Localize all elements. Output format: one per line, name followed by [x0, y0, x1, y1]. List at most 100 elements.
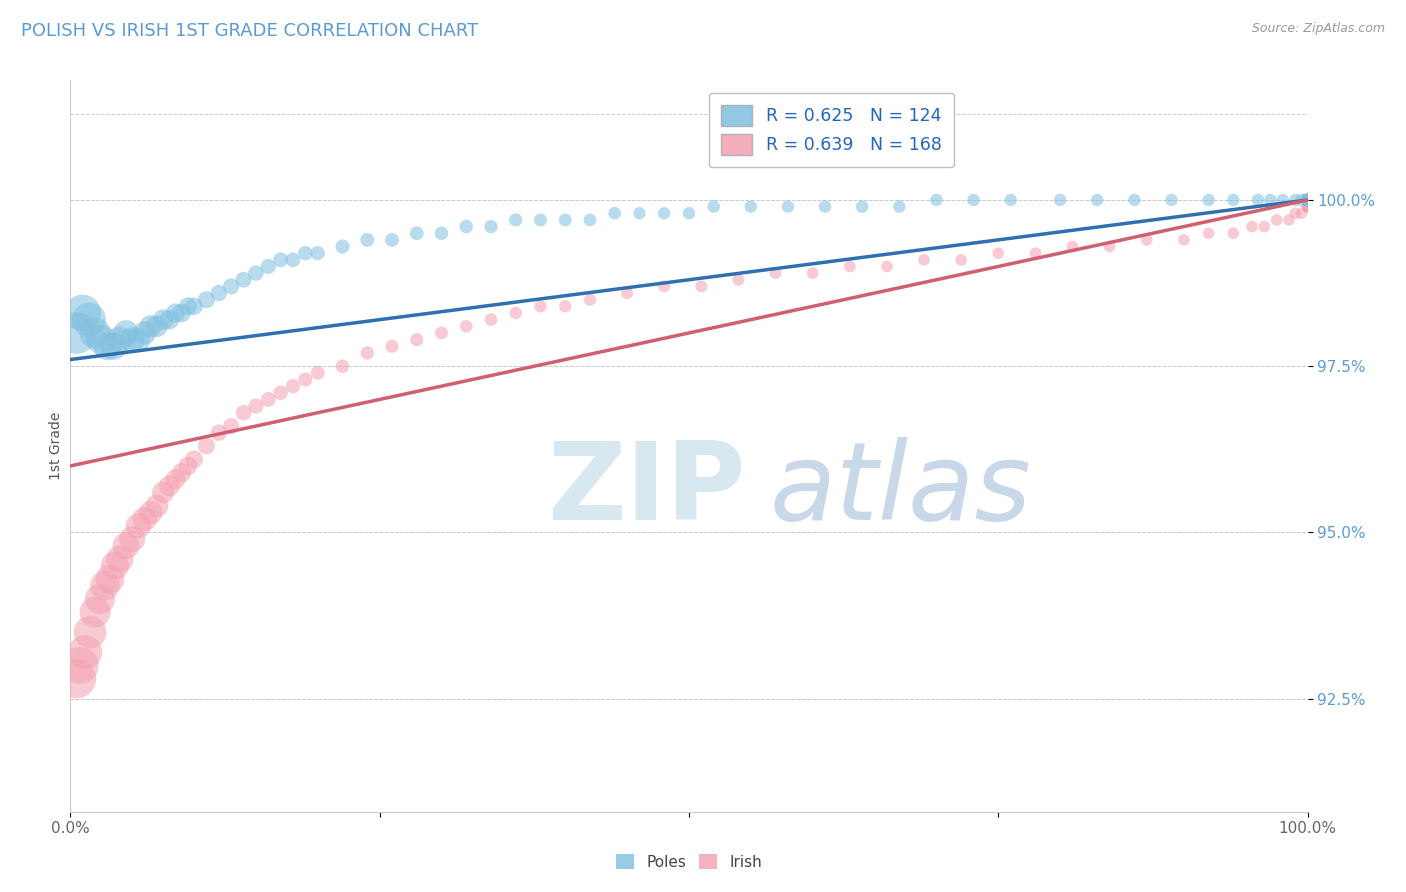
Point — [245, 399, 267, 413]
Point — [616, 286, 638, 301]
Point — [430, 326, 453, 340]
Point — [1296, 193, 1319, 207]
Point — [1296, 193, 1319, 207]
Point — [1296, 193, 1319, 207]
Point — [1296, 200, 1319, 214]
Point — [1296, 193, 1319, 207]
Point — [1296, 193, 1319, 207]
Point — [72, 306, 94, 320]
Point — [139, 319, 162, 334]
Point — [134, 326, 156, 340]
Point — [1296, 193, 1319, 207]
Point — [838, 260, 860, 274]
Point — [75, 645, 97, 659]
Point — [1296, 193, 1319, 207]
Point — [1296, 193, 1319, 207]
Point — [103, 339, 125, 353]
Point — [876, 260, 898, 274]
Point — [1062, 239, 1084, 253]
Point — [1296, 193, 1319, 207]
Point — [1296, 193, 1319, 207]
Point — [505, 213, 527, 227]
Point — [1296, 193, 1319, 207]
Point — [170, 466, 193, 480]
Point — [554, 213, 576, 227]
Point — [1296, 193, 1319, 207]
Point — [1296, 193, 1319, 207]
Point — [1296, 193, 1319, 207]
Point — [1296, 193, 1319, 207]
Y-axis label: 1st Grade: 1st Grade — [49, 412, 63, 480]
Point — [1296, 193, 1319, 207]
Point — [1296, 200, 1319, 214]
Point — [1024, 246, 1046, 260]
Point — [1296, 193, 1319, 207]
Point — [177, 299, 200, 313]
Point — [1296, 193, 1319, 207]
Point — [134, 512, 156, 526]
Point — [94, 579, 117, 593]
Point — [1296, 193, 1319, 207]
Point — [108, 333, 131, 347]
Point — [1296, 193, 1319, 207]
Point — [1296, 193, 1319, 207]
Point — [1296, 193, 1319, 207]
Point — [332, 359, 354, 374]
Point — [1296, 193, 1319, 207]
Point — [1296, 193, 1319, 207]
Point — [1296, 193, 1319, 207]
Point — [1296, 193, 1319, 207]
Point — [208, 425, 231, 440]
Point — [219, 279, 242, 293]
Point — [1296, 193, 1319, 207]
Point — [1296, 193, 1319, 207]
Point — [381, 339, 404, 353]
Point — [1296, 193, 1319, 207]
Point — [1296, 193, 1319, 207]
Point — [1296, 193, 1319, 207]
Point — [889, 200, 911, 214]
Point — [1296, 193, 1319, 207]
Point — [1296, 193, 1319, 207]
Point — [1222, 226, 1244, 240]
Point — [1296, 193, 1319, 207]
Point — [505, 306, 527, 320]
Point — [245, 266, 267, 280]
Point — [1296, 193, 1319, 207]
Point — [1296, 193, 1319, 207]
Point — [1296, 193, 1319, 207]
Point — [1296, 193, 1319, 207]
Point — [1265, 213, 1288, 227]
Point — [84, 326, 107, 340]
Point — [1296, 193, 1319, 207]
Point — [1253, 219, 1275, 234]
Point — [1296, 193, 1319, 207]
Point — [1296, 193, 1319, 207]
Point — [529, 299, 551, 313]
Point — [1296, 193, 1319, 207]
Point — [77, 312, 100, 326]
Point — [1296, 193, 1319, 207]
Point — [1296, 193, 1319, 207]
Point — [1296, 193, 1319, 207]
Point — [1296, 193, 1319, 207]
Point — [678, 206, 700, 220]
Point — [104, 558, 127, 573]
Point — [1296, 193, 1319, 207]
Point — [1296, 193, 1319, 207]
Point — [962, 193, 984, 207]
Point — [139, 506, 162, 520]
Point — [1291, 206, 1313, 220]
Point — [405, 333, 427, 347]
Point — [1296, 193, 1319, 207]
Point — [165, 472, 187, 486]
Point — [456, 319, 478, 334]
Point — [121, 333, 143, 347]
Point — [1296, 193, 1319, 207]
Point — [814, 200, 837, 214]
Point — [1296, 193, 1319, 207]
Point — [195, 439, 218, 453]
Point — [1296, 193, 1319, 207]
Point — [456, 219, 478, 234]
Point — [1247, 193, 1270, 207]
